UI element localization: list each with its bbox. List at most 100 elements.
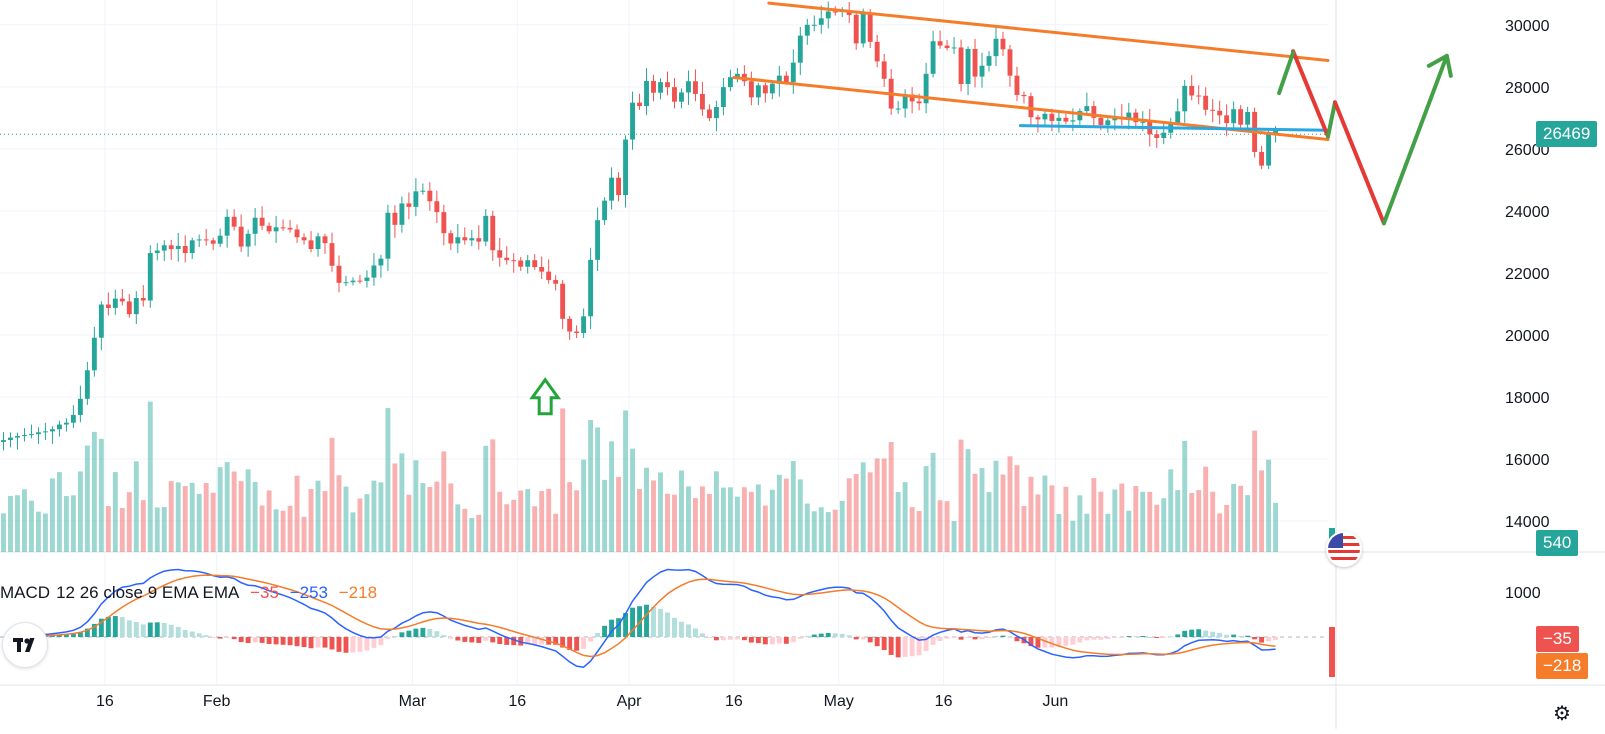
macd-legend[interactable]: MACD 12 26 close 9 EMA EMA −35 −253 −218 bbox=[0, 583, 383, 603]
candle bbox=[1175, 98, 1181, 126]
candle bbox=[741, 65, 747, 87]
volume-bar bbox=[630, 448, 635, 552]
projection-segment bbox=[1381, 53, 1449, 226]
volume-bar bbox=[1224, 504, 1230, 552]
candle-body bbox=[1077, 111, 1083, 121]
candle-body bbox=[1098, 117, 1104, 125]
candle-body bbox=[560, 283, 566, 319]
candle bbox=[1231, 101, 1237, 131]
candle-body bbox=[343, 282, 349, 284]
candle bbox=[1035, 114, 1041, 133]
macd-histogram-bar bbox=[1217, 633, 1223, 637]
us-flag-icon[interactable] bbox=[1326, 531, 1362, 567]
macd-histogram-bar bbox=[1203, 630, 1209, 637]
macd-histogram-bar bbox=[930, 637, 936, 645]
up-arrow-icon bbox=[529, 377, 562, 416]
volume-bar bbox=[231, 471, 237, 552]
macd-histogram-bar bbox=[699, 633, 705, 637]
macd-histogram-bar bbox=[574, 637, 580, 651]
macd-histogram-bar bbox=[217, 637, 223, 639]
macd-histogram-bar bbox=[783, 637, 789, 644]
candle-body bbox=[1028, 96, 1034, 118]
macd-histogram-bar bbox=[923, 637, 929, 652]
macd-histogram-bar bbox=[1105, 637, 1111, 639]
volume-bar bbox=[923, 466, 929, 552]
candle-body bbox=[1042, 113, 1048, 120]
macd-histogram-bar bbox=[364, 637, 370, 651]
time-tick-label: 16 bbox=[725, 693, 743, 710]
candle-body bbox=[972, 48, 978, 77]
candle-body bbox=[881, 61, 887, 79]
macd-histogram-bar bbox=[469, 637, 475, 643]
price-tick-label: 22000 bbox=[1505, 266, 1550, 283]
volume-bar bbox=[427, 487, 433, 552]
candle bbox=[441, 204, 447, 246]
candle-body bbox=[762, 85, 768, 94]
candle bbox=[713, 100, 719, 132]
price-tick-label: 24000 bbox=[1505, 204, 1550, 221]
candle bbox=[112, 289, 118, 315]
macd-histogram-bar bbox=[1266, 637, 1272, 642]
candle bbox=[1266, 129, 1272, 169]
volume-bar bbox=[1175, 490, 1181, 552]
candle-body bbox=[182, 245, 188, 254]
candle-body bbox=[546, 271, 552, 281]
axes: 3000028000260002400022000200001800016000… bbox=[96, 18, 1550, 710]
volume-bar bbox=[35, 511, 41, 552]
tradingview-logo[interactable] bbox=[2, 622, 48, 668]
candle bbox=[8, 432, 13, 448]
macd-histogram-bar bbox=[224, 637, 230, 639]
annotations[interactable] bbox=[529, 377, 562, 416]
volume-bar bbox=[965, 449, 971, 552]
candle-body bbox=[42, 431, 48, 433]
settings-gear-icon[interactable]: ⚙ bbox=[1553, 703, 1571, 725]
volume-bar bbox=[140, 500, 146, 552]
candle-body bbox=[1217, 110, 1223, 116]
candle-body bbox=[727, 77, 733, 88]
candle bbox=[252, 208, 258, 246]
macd-histogram-bar bbox=[294, 637, 300, 647]
candle bbox=[706, 104, 712, 122]
candle bbox=[392, 205, 398, 238]
macd-histogram-bar bbox=[672, 617, 677, 637]
price-tick-label: 20000 bbox=[1505, 328, 1550, 345]
volume-bar bbox=[811, 511, 817, 552]
candle bbox=[699, 81, 705, 116]
macd-histogram-bar bbox=[581, 637, 587, 649]
candle bbox=[1238, 105, 1244, 132]
macd-histogram-bar bbox=[455, 637, 461, 641]
projection-path[interactable] bbox=[1277, 49, 1453, 226]
projection-segment bbox=[1332, 100, 1386, 226]
candle-body bbox=[518, 260, 524, 267]
candle-body bbox=[77, 398, 83, 415]
macd-histogram-bar bbox=[182, 629, 188, 637]
volume-bar bbox=[637, 488, 642, 552]
candle bbox=[1126, 102, 1132, 130]
macd-histogram-value: −35 bbox=[250, 583, 279, 602]
candle-body bbox=[790, 62, 796, 83]
candle bbox=[986, 51, 992, 72]
macd-histogram-bar bbox=[644, 604, 649, 637]
projection-arrowhead bbox=[1426, 53, 1453, 78]
macd-histogram-bar bbox=[315, 637, 321, 648]
volume-bar bbox=[308, 489, 314, 552]
macd-histogram-bar bbox=[790, 637, 796, 643]
macd-histogram-bar bbox=[651, 606, 656, 637]
macd-histogram-bar bbox=[846, 635, 852, 637]
volume-bar bbox=[1077, 495, 1083, 552]
candle bbox=[1000, 31, 1006, 56]
candle bbox=[224, 209, 230, 248]
drawn-trendlines[interactable] bbox=[732, 1, 1330, 142]
volume-bar bbox=[1266, 459, 1272, 552]
trendline bbox=[767, 1, 1330, 62]
volume-bar bbox=[217, 467, 223, 552]
macd-histogram-bar bbox=[1014, 637, 1020, 642]
macd-histogram-bar bbox=[140, 624, 146, 637]
candle-body bbox=[1266, 133, 1272, 166]
volume-bar bbox=[1238, 485, 1244, 552]
volume-bar bbox=[154, 507, 160, 552]
volume-bar bbox=[238, 481, 244, 552]
volume-bar bbox=[909, 507, 915, 552]
